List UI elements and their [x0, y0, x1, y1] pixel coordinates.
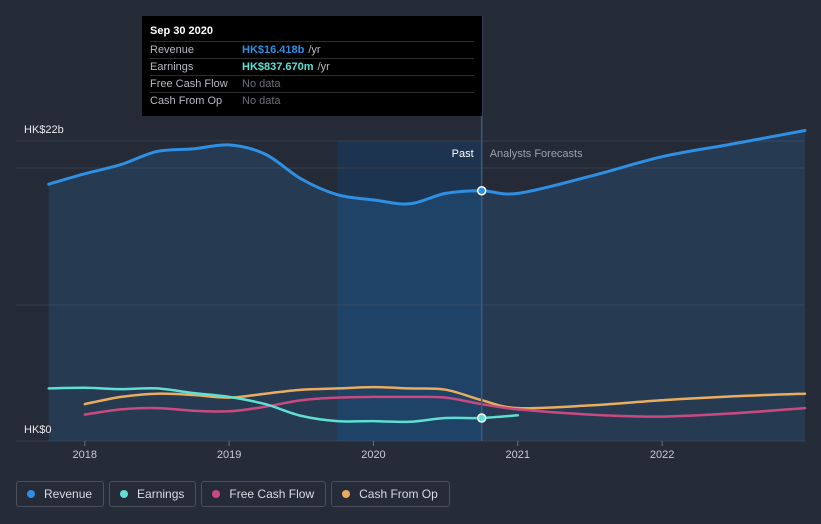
- legend-dot-icon: [27, 490, 35, 498]
- x-tick-label: 2019: [217, 449, 241, 461]
- series-area-revenue: [48, 130, 805, 441]
- tooltip-label: Revenue: [150, 44, 195, 56]
- series-line-revenue: [47, 129, 807, 206]
- tooltip-value: No data: [242, 95, 281, 107]
- tooltip-value: No data: [242, 78, 281, 90]
- tooltip-label: Earnings: [150, 61, 194, 73]
- legend-item-earnings[interactable]: Earnings: [109, 481, 197, 507]
- tooltip-unit: /yr: [308, 44, 321, 56]
- legend-dot-icon: [212, 490, 221, 498]
- series-line-earnings: [47, 386, 520, 424]
- legend-item-free-cash-flow[interactable]: Free Cash Flow: [201, 481, 327, 507]
- series-line-cash-from-op: [83, 385, 807, 410]
- legend-dot-icon: [342, 490, 351, 498]
- legend-label: Cash From Op: [359, 487, 438, 501]
- y-axis-min-label: HK$0: [24, 424, 52, 436]
- chart-tooltip: Sep 30 2020 Revenue HK$16.418b /yr Earni…: [142, 16, 482, 116]
- tooltip-value: HK$837.670m: [242, 61, 314, 73]
- revenue-marker: [476, 185, 487, 196]
- series-line-free-cash-flow: [83, 395, 807, 418]
- earnings-marker: [476, 413, 487, 423]
- tooltip-label: Free Cash Flow: [150, 78, 228, 90]
- x-tick-label: 2022: [650, 449, 674, 461]
- tooltip-row-revenue: Revenue HK$16.418b /yr: [150, 42, 474, 59]
- legend-item-cash-from-op[interactable]: Cash From Op: [331, 481, 450, 507]
- legend-label: Free Cash Flow: [229, 487, 315, 501]
- legend-item-revenue[interactable]: Revenue: [16, 481, 105, 507]
- y-axis-max-label: HK$22b: [24, 124, 64, 136]
- chart-legend: Revenue Earnings Free Cash Flow Cash Fro…: [16, 481, 450, 507]
- tooltip-unit: /yr: [317, 61, 330, 73]
- tooltip-row-earnings: Earnings HK$837.670m /yr: [150, 59, 474, 76]
- legend-label: Revenue: [44, 487, 93, 501]
- tooltip-date: Sep 30 2020: [150, 24, 474, 42]
- x-tick-label: 2021: [506, 449, 530, 461]
- legend-dot-icon: [120, 490, 129, 498]
- tooltip-label: Cash From Op: [150, 95, 223, 107]
- x-tick-label: 2018: [73, 449, 97, 461]
- forecast-label: Analysts Forecasts: [490, 148, 583, 160]
- x-tick-label: 2020: [361, 449, 385, 461]
- tooltip-row-cash-from-op: Cash From Op No data: [150, 93, 474, 109]
- tooltip-value: HK$16.418b: [242, 44, 305, 56]
- legend-label: Earnings: [137, 487, 185, 501]
- past-label: Past: [452, 148, 474, 160]
- tooltip-row-free-cash-flow: Free Cash Flow No data: [150, 76, 474, 93]
